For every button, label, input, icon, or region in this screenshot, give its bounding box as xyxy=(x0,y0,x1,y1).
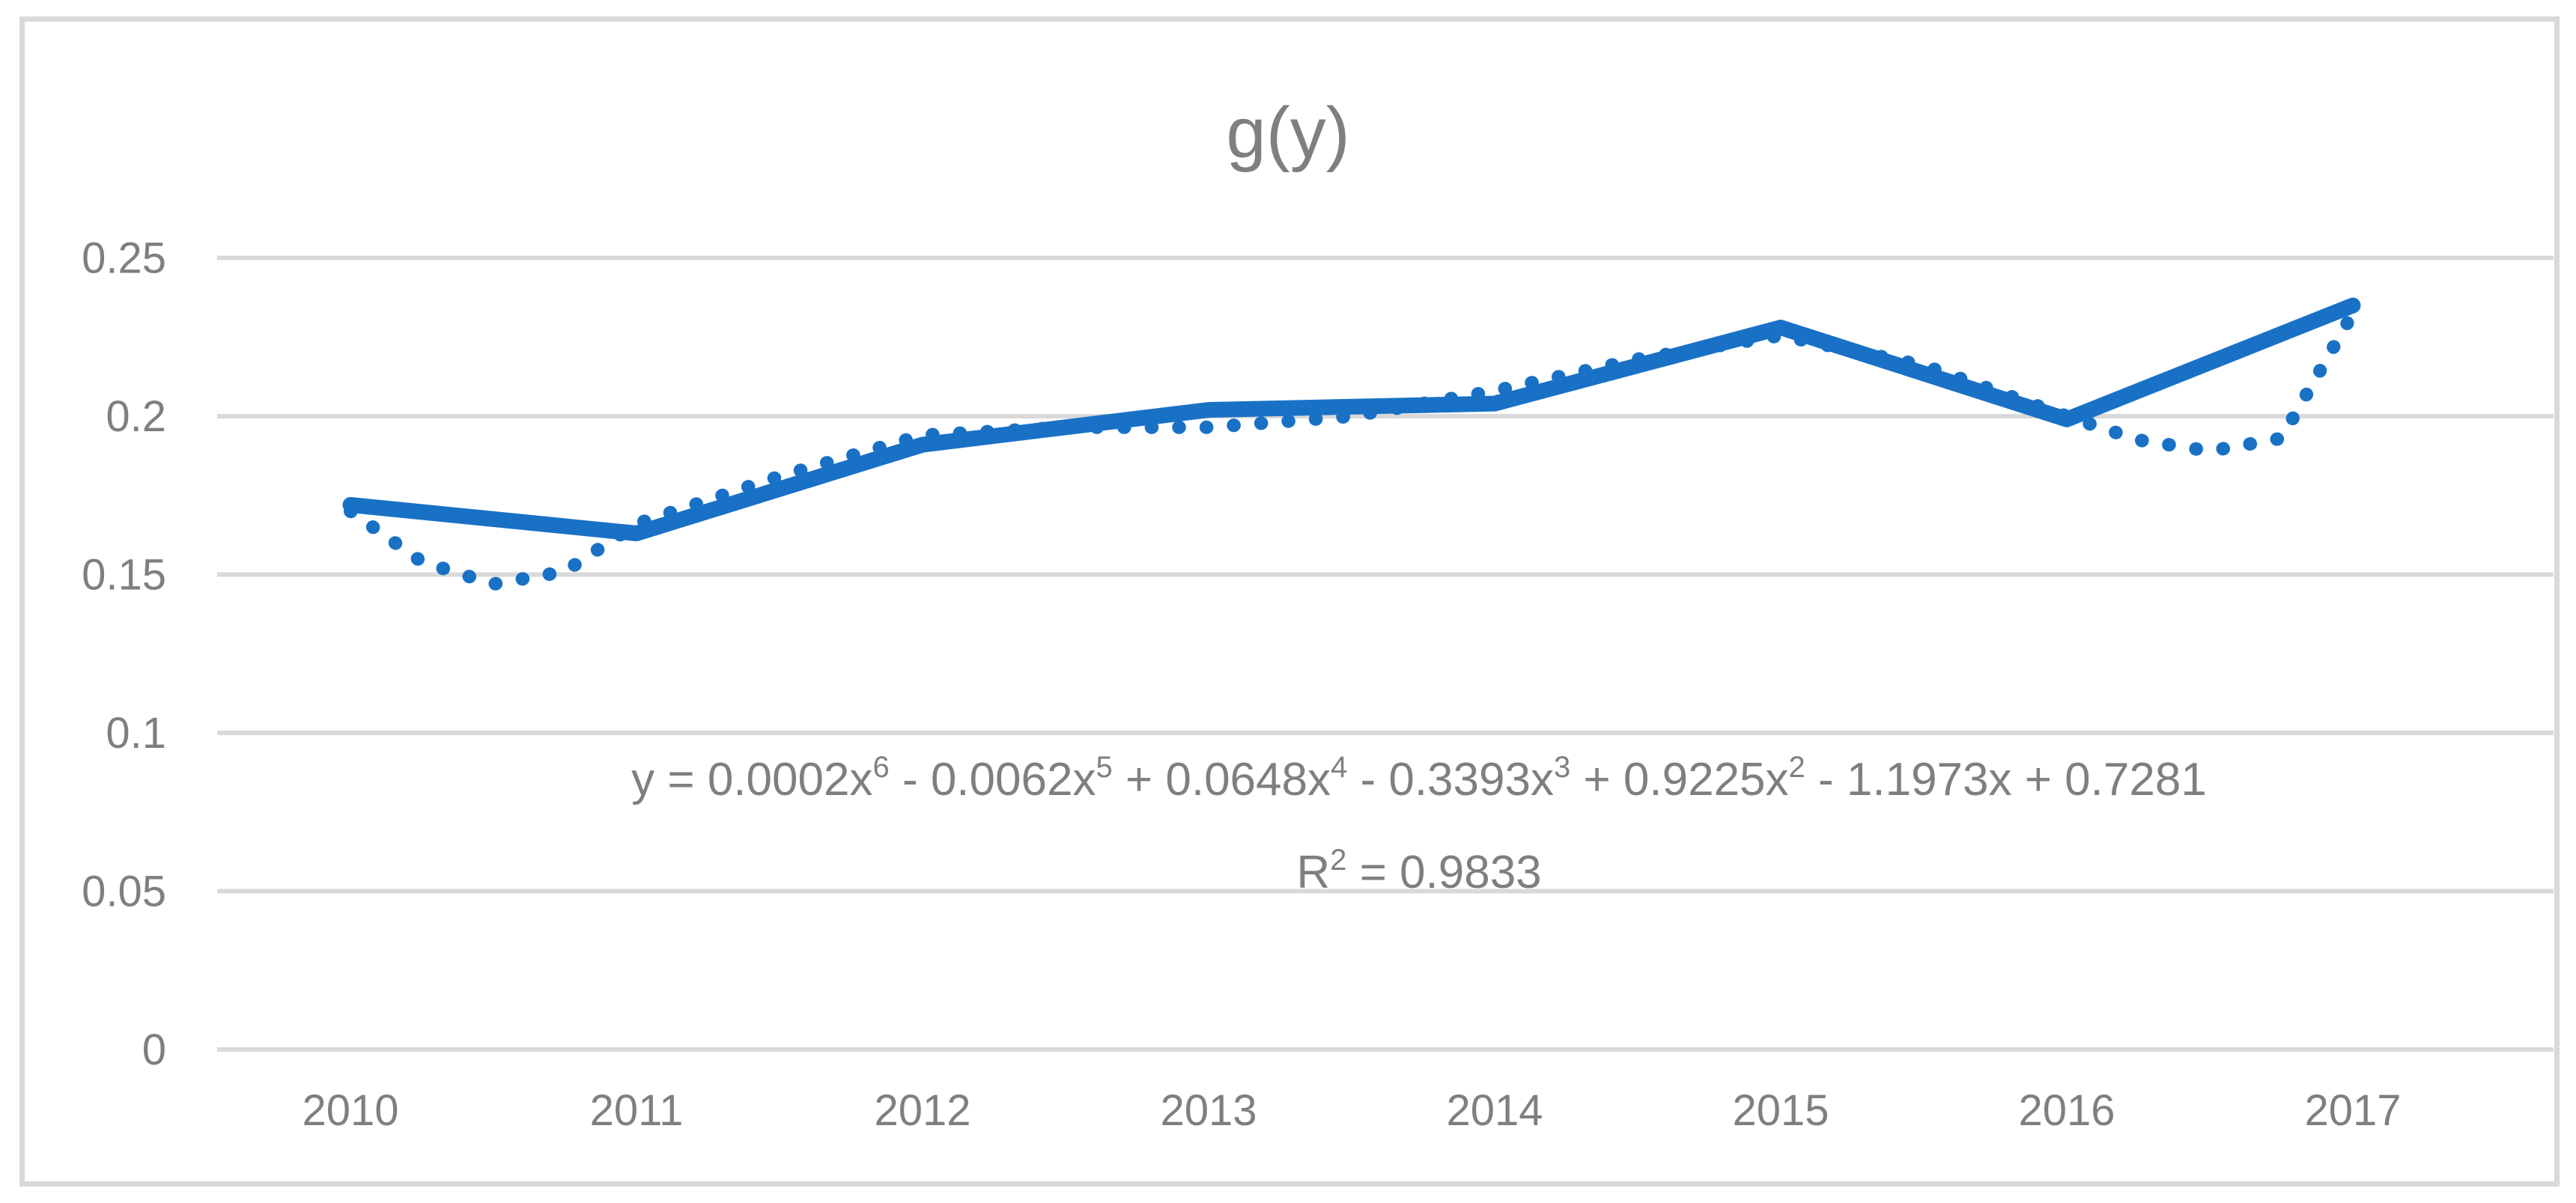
x-tick-label: 2016 xyxy=(2018,1086,2115,1135)
y-tick-label: 0.1 xyxy=(106,709,166,758)
superscript: 2 xyxy=(1330,844,1346,877)
chart-border xyxy=(19,16,2560,1187)
superscript: 2 xyxy=(1789,751,1805,784)
x-tick-label: 2011 xyxy=(590,1086,684,1135)
superscript: 4 xyxy=(1331,751,1347,784)
gridlines xyxy=(217,255,2554,1052)
x-tick-label: 2014 xyxy=(1446,1086,1543,1135)
x-tick-label: 2013 xyxy=(1160,1086,1257,1135)
chart-title: g(y) xyxy=(1226,93,1349,173)
x-tick-label: 2017 xyxy=(2304,1086,2401,1135)
y-tick-label: 0.05 xyxy=(82,868,166,916)
superscript: 3 xyxy=(1554,751,1570,784)
superscript: 5 xyxy=(1096,751,1112,784)
superscript: 6 xyxy=(872,751,889,784)
x-axis-tick-labels: 2010 2011 2012 2013 2014 2015 2016 2017 xyxy=(302,1086,2401,1135)
y-tick-label: 0.25 xyxy=(82,234,166,283)
x-tick-label: 2015 xyxy=(1732,1086,1829,1135)
trendline-equation-label: y = 0.0002x6 - 0.0062x5 + 0.0648x4 - 0.3… xyxy=(631,751,2207,805)
y-tick-label: 0 xyxy=(142,1026,166,1074)
series-line-g(y) xyxy=(342,297,2361,542)
trendline-dotted xyxy=(344,306,2360,591)
y-axis-tick-labels: 0 0.05 0.1 0.15 0.2 0.25 xyxy=(82,234,166,1075)
data-series xyxy=(342,297,2361,591)
trendline-r-squared-label: R2 = 0.9833 xyxy=(1296,844,1541,898)
y-tick-label: 0.2 xyxy=(106,392,166,441)
y-tick-label: 0.15 xyxy=(82,551,166,600)
x-tick-label: 2010 xyxy=(302,1086,398,1135)
x-tick-label: 2012 xyxy=(874,1086,970,1135)
